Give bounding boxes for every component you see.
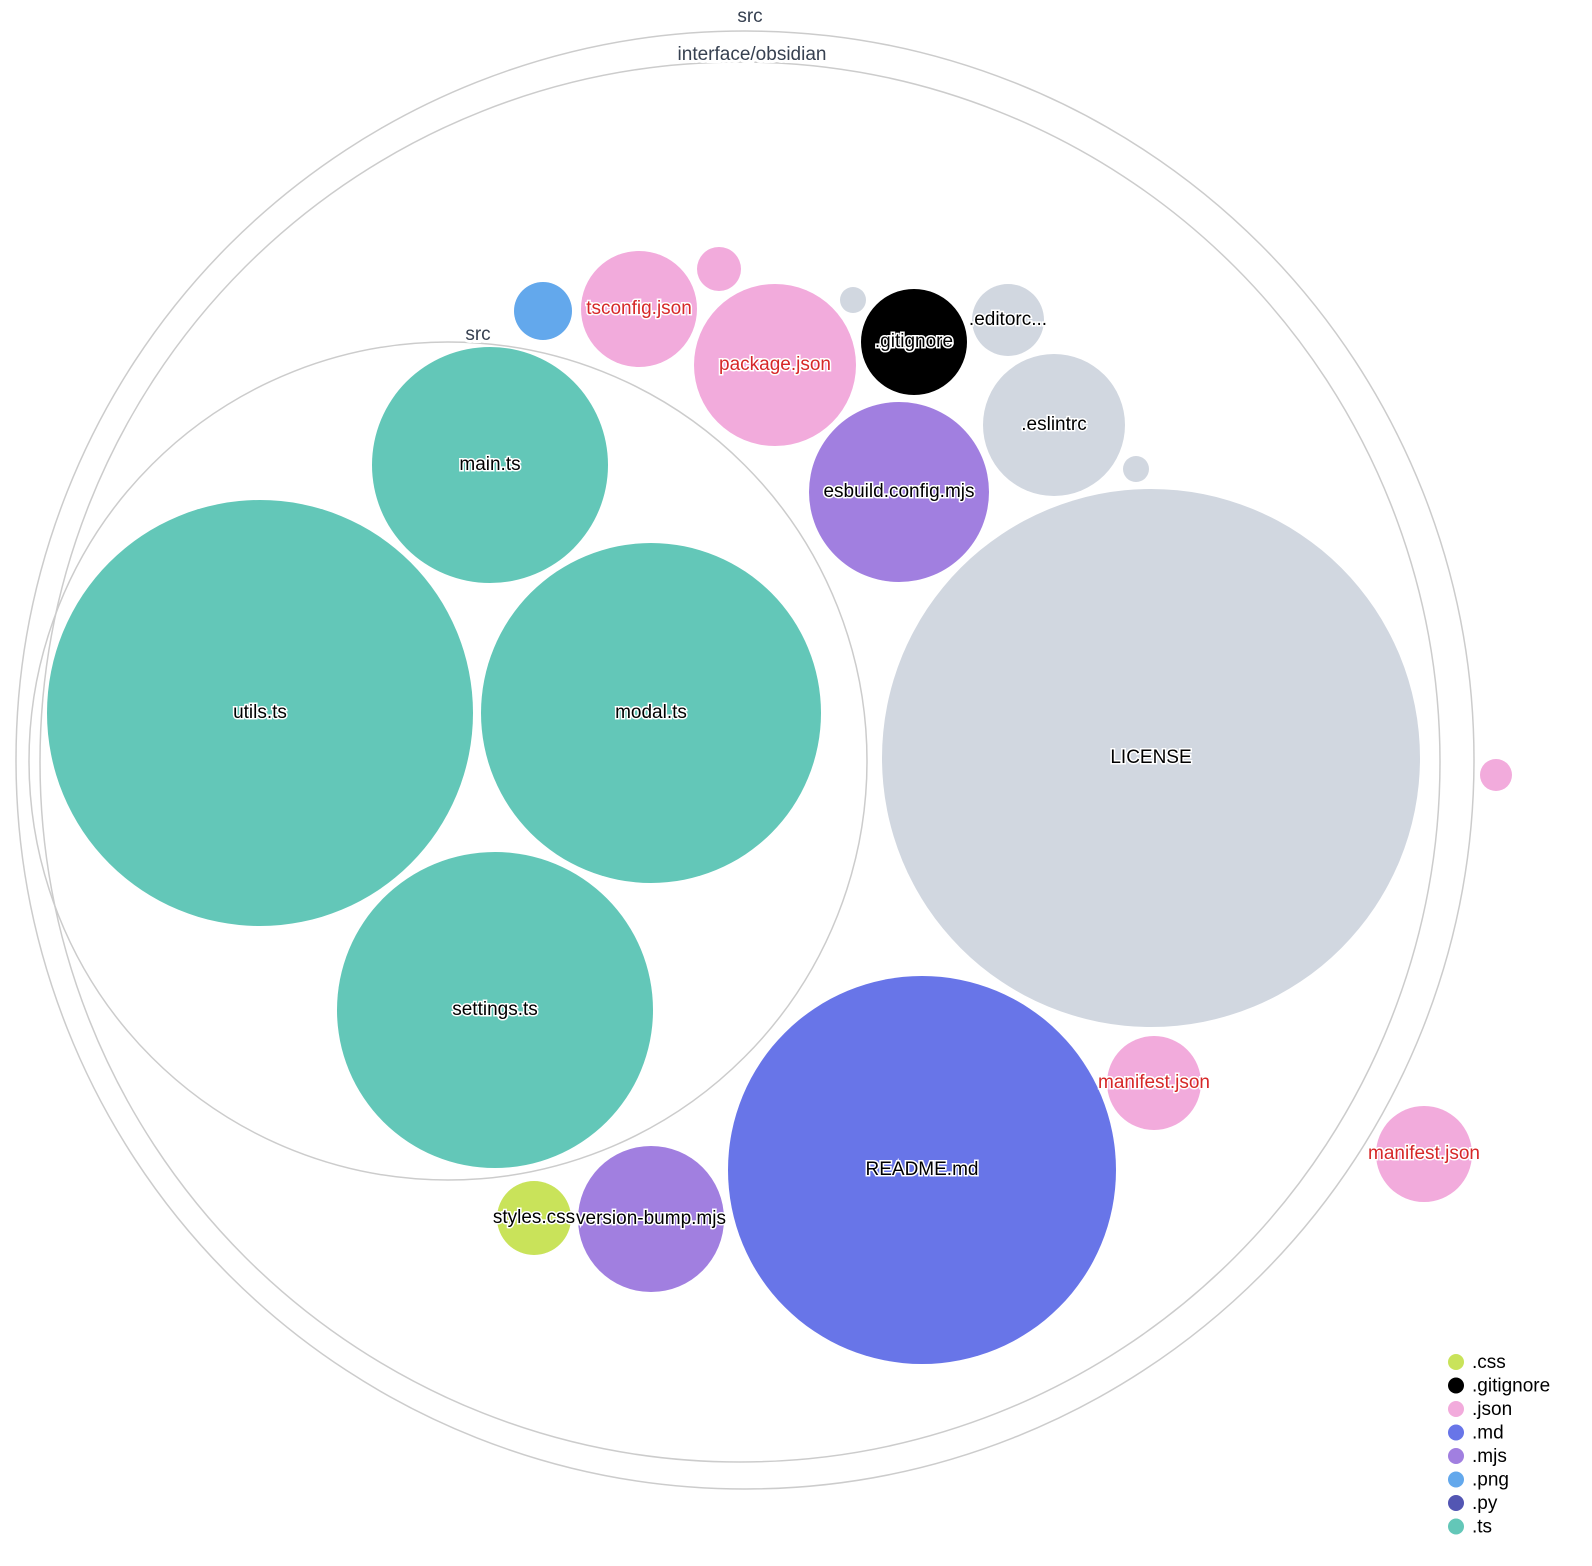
folder-label: src xyxy=(737,6,762,27)
folder-circle[interactable] xyxy=(39,61,1441,1463)
file-circle[interactable] xyxy=(694,284,856,446)
file-circle[interactable] xyxy=(728,976,1116,1364)
file-label: utils.ts xyxy=(233,702,287,723)
folder-label: src xyxy=(465,324,490,345)
legend-swatch xyxy=(1448,1354,1464,1370)
legend-swatch xyxy=(1448,1495,1464,1511)
file-circle[interactable] xyxy=(697,247,741,291)
legend-label: .ts xyxy=(1472,1517,1492,1538)
folder-circle[interactable] xyxy=(28,341,868,1181)
legend-label: .py xyxy=(1472,1493,1498,1514)
legend-swatch xyxy=(1448,1518,1464,1535)
folder-circle[interactable] xyxy=(15,30,1475,1490)
file-label: main.ts xyxy=(459,454,520,475)
file-circle[interactable] xyxy=(840,287,866,313)
legend-label: .md xyxy=(1472,1423,1504,1444)
file-label: manifest.json xyxy=(1368,1143,1480,1164)
file-circle[interactable] xyxy=(497,1181,571,1255)
file-label: version-bump.mjs xyxy=(576,1208,726,1229)
file-circle[interactable] xyxy=(514,282,572,340)
file-circle[interactable] xyxy=(861,289,967,395)
legend-label: .mjs xyxy=(1472,1446,1507,1467)
file-label: modal.ts xyxy=(615,702,687,723)
file-circle[interactable] xyxy=(1376,1106,1472,1202)
file-circle[interactable] xyxy=(581,251,697,367)
file-circle[interactable] xyxy=(972,284,1044,356)
file-label: tsconfig.json xyxy=(586,298,692,319)
file-label: .gitignore xyxy=(875,331,953,352)
legend: .css .gitignore.json .md.mjs .png.py .ts xyxy=(1448,1352,1550,1538)
file-circle[interactable] xyxy=(809,402,989,582)
file-circle[interactable] xyxy=(578,1146,724,1292)
file-circle[interactable] xyxy=(337,852,653,1168)
file-label: settings.ts xyxy=(452,999,538,1020)
file-label: package.json xyxy=(719,354,831,375)
file-label: manifest.json xyxy=(1098,1072,1210,1093)
file-circle[interactable] xyxy=(983,354,1125,496)
file-label: README.md xyxy=(866,1159,979,1180)
file-label: .eslintrc xyxy=(1021,414,1086,435)
legend-swatch xyxy=(1448,1401,1464,1417)
legend-swatch xyxy=(1448,1377,1464,1394)
legend-swatch xyxy=(1448,1471,1464,1488)
file-circle[interactable] xyxy=(1123,456,1149,482)
file-circle[interactable] xyxy=(1480,759,1512,791)
file-label: LICENSE xyxy=(1110,747,1191,768)
legend-swatch xyxy=(1448,1448,1464,1464)
file-label: .editorc... xyxy=(969,309,1047,330)
legend-label: .css xyxy=(1472,1352,1506,1373)
file-circle[interactable] xyxy=(481,543,821,883)
file-label: styles.css xyxy=(493,1207,575,1228)
legend-label: .png xyxy=(1472,1470,1509,1491)
file-circle[interactable] xyxy=(372,347,608,583)
file-circle[interactable] xyxy=(47,500,473,926)
legend-label: .gitignore xyxy=(1472,1376,1550,1397)
legend-swatch xyxy=(1448,1424,1464,1441)
file-circle[interactable] xyxy=(882,489,1420,1027)
file-circle[interactable] xyxy=(1107,1036,1201,1130)
file-label: esbuild.config.mjs xyxy=(823,481,974,502)
legend-label: .json xyxy=(1472,1399,1512,1420)
folder-label: interface/obsidian xyxy=(678,44,827,65)
